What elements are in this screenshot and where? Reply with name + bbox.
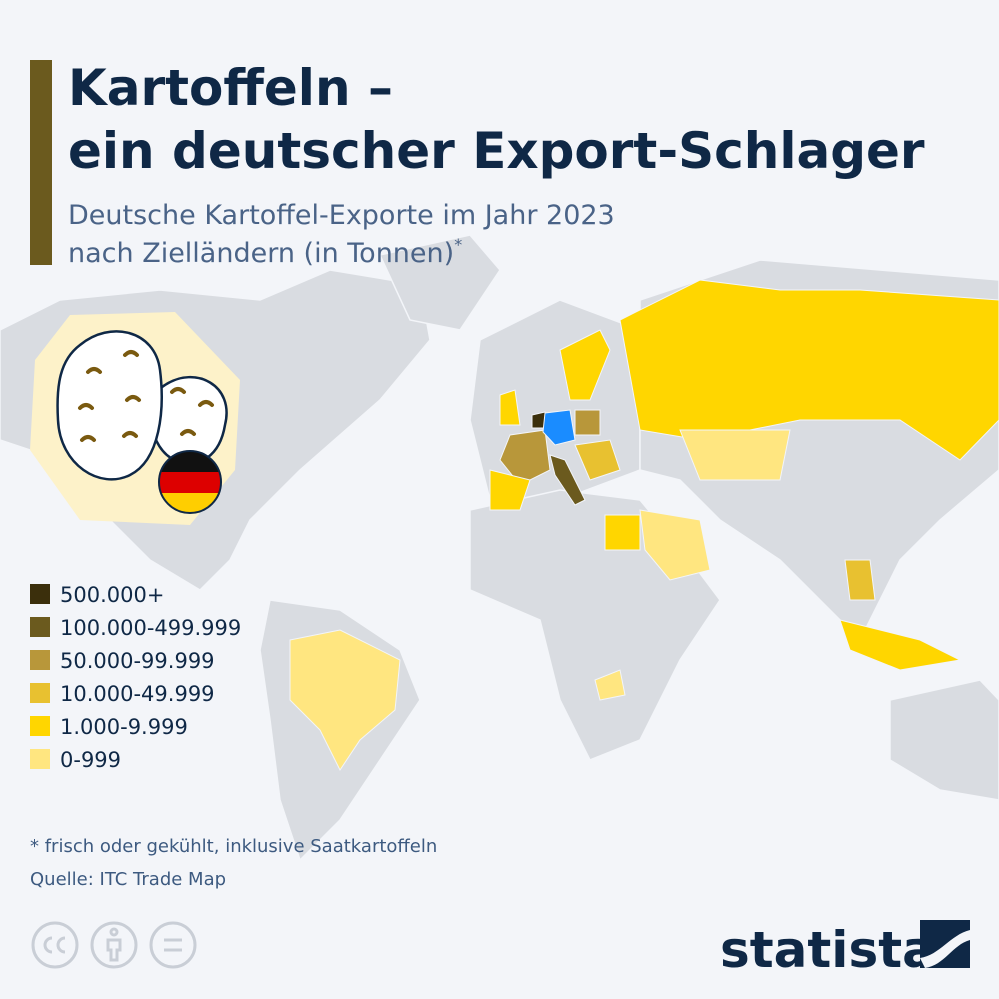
scandinavia	[559, 329, 611, 401]
spain	[489, 469, 531, 511]
legend-label: 500.000+	[60, 583, 164, 607]
license-icons	[31, 921, 197, 969]
subtitle-line: Deutsche Kartoffel-Exporte im Jahr 2023	[68, 200, 615, 231]
subtitle-line: nach Zielländern (in Tonnen)*	[68, 235, 462, 269]
footnote: * frisch oder gekühlt, inklusive Saatkar…	[30, 836, 437, 857]
legend: 500.000+ 100.000-499.999 50.000-99.999 10.0…	[30, 583, 241, 772]
legend-swatch	[30, 683, 50, 703]
title-line: Kartoffeln –	[68, 59, 393, 117]
france	[499, 429, 551, 486]
balkans	[574, 439, 621, 481]
legend-swatch	[30, 584, 50, 604]
southeast-asia	[844, 559, 876, 601]
australia	[889, 679, 999, 801]
indonesia	[839, 619, 962, 671]
potato-large	[56, 330, 163, 481]
poland	[574, 409, 601, 436]
legend-swatch	[30, 617, 50, 637]
potato-illustration	[30, 312, 240, 525]
legend-swatch	[30, 716, 50, 736]
source: Quelle: ITC Trade Map	[30, 869, 226, 890]
germany	[542, 409, 576, 446]
legend-label: 1.000-9.999	[60, 715, 188, 739]
title-line: ein deutscher Export-Schlager	[68, 122, 925, 180]
saudi-arabia	[639, 509, 711, 581]
legend-swatch	[30, 749, 50, 769]
italy	[549, 454, 586, 506]
subtitle-text: nach Zielländern (in Tonnen)	[68, 238, 454, 269]
legend-swatch	[30, 650, 50, 670]
central-asia	[679, 429, 791, 481]
greenland	[378, 234, 501, 331]
flag-ring	[158, 450, 222, 514]
legend-label: 10.000-49.999	[60, 682, 215, 706]
egypt	[604, 514, 641, 551]
potato-eyes	[78, 350, 214, 442]
legend-label: 50.000-99.999	[60, 649, 215, 673]
uk	[499, 389, 521, 426]
legend-label: 100.000-499.999	[60, 616, 241, 640]
brand: statista	[720, 921, 936, 979]
accent-bar	[30, 60, 52, 265]
brazil	[289, 629, 401, 771]
subtitle-mark: *	[454, 235, 462, 254]
legend-label: 0-999	[60, 748, 121, 772]
zambia	[594, 669, 626, 701]
brand-logo	[920, 920, 970, 968]
